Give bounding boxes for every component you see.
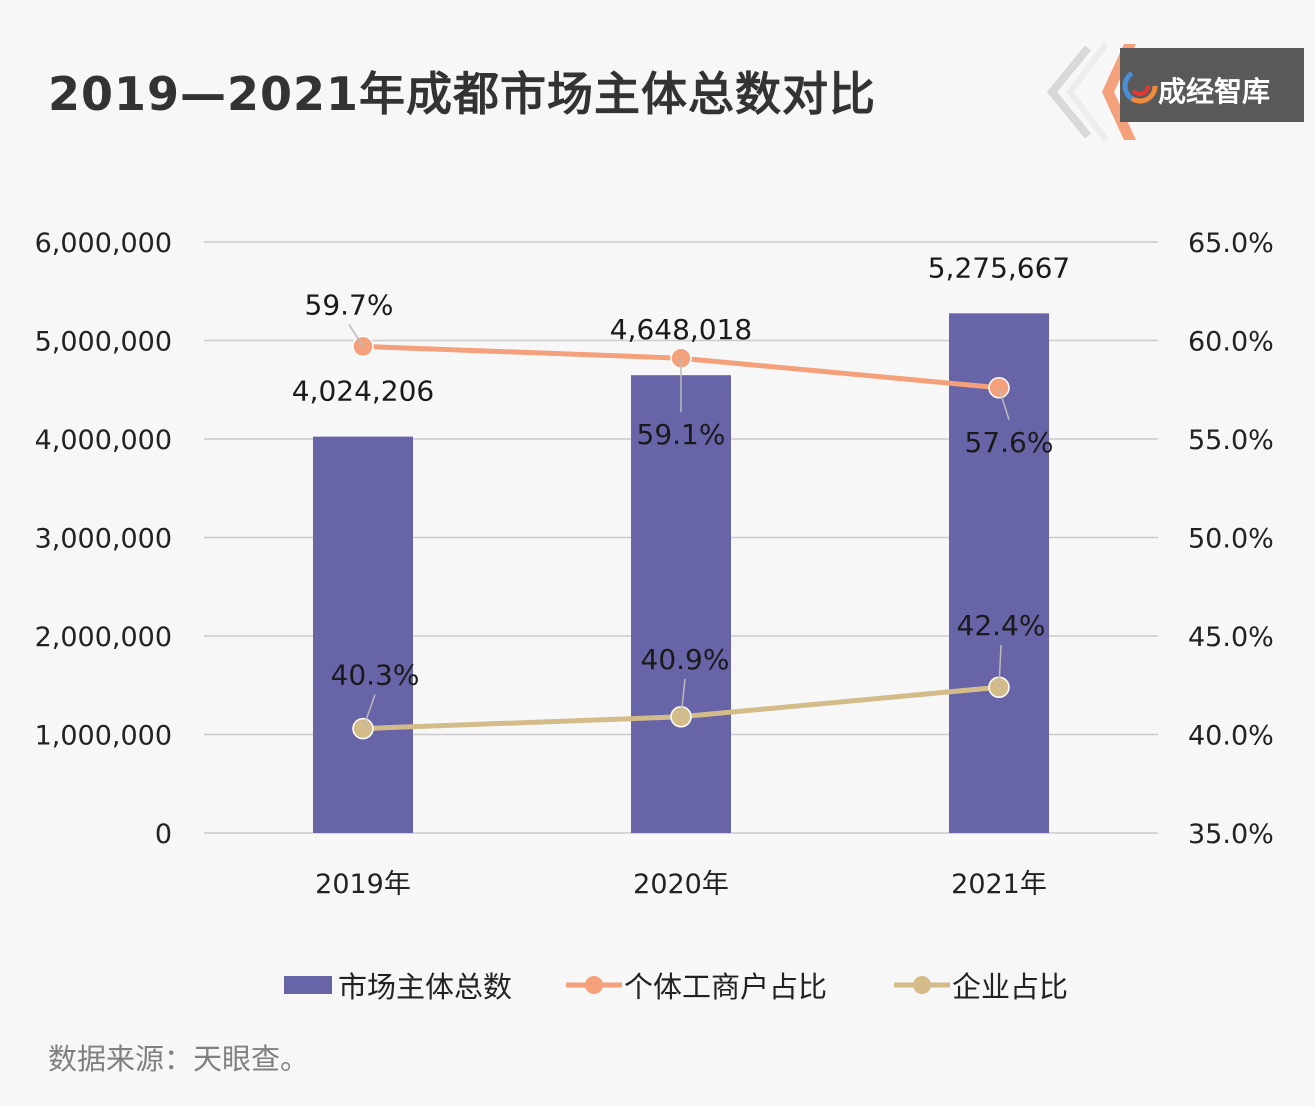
y-right-tick-label: 50.0% [1188,524,1274,555]
logo-background [1120,48,1304,122]
y-right-tick-label: 40.0% [1188,721,1274,752]
y-right-tick-label: 55.0% [1188,425,1274,456]
y-left-tick-label: 4,000,000 [35,425,172,456]
bar-value-label: 4,648,018 [610,313,753,346]
legend-item-individual: 个体工商户占比 [566,962,827,1008]
y-right-tick-label: 60.0% [1188,327,1274,358]
bar-value-label: 4,024,206 [292,375,435,408]
logo-chevrons [1046,42,1136,142]
y-right-tick-label: 65.0% [1188,228,1274,259]
brand-logo: 成经智库 [1040,30,1315,150]
leader-line [680,678,686,717]
y-left-tick-label: 3,000,000 [35,524,172,555]
logo-text: 成经智库 [1158,75,1271,108]
leader-line [998,645,1002,688]
legend-item-enterprise: 企业占比 [894,962,1068,1008]
enterprise-share-label: 40.9% [641,643,730,676]
legend-swatch-bar [284,976,332,994]
chart-title: 2019—2021年成都市场主体总数对比 [48,67,877,121]
bar-2020年 [631,375,731,833]
legend-label-total: 市场主体总数 [338,970,513,1004]
y-left-tick-label: 1,000,000 [35,721,172,752]
leader-line [362,694,376,729]
legend-label-individual: 个体工商户占比 [624,970,828,1004]
y-right-tick-label: 35.0% [1188,819,1274,850]
x-tick-label: 2021年 [951,869,1047,900]
data-source-note: 数据来源：天眼查。 [48,1042,310,1076]
legend-swatch-enterprise-line [894,976,950,994]
y-left-tick-label: 6,000,000 [35,228,172,259]
chart-area: 6,000,000 65.0% 5,000,000 60.0% 4,000,000 55.… [35,228,1274,900]
individual-share-label: 59.1% [637,418,726,451]
legend-item-total: 市场主体总数 [284,962,512,1008]
y-left-tick-label: 2,000,000 [35,622,172,653]
x-tick-label: 2019年 [315,869,411,900]
y-left-tick-label: 5,000,000 [35,327,172,358]
bar-2021年 [949,313,1049,833]
bar-value-label: 5,275,667 [928,251,1071,284]
swirl-logo-icon [1122,68,1158,104]
individual-share-label: 59.7% [305,288,394,321]
legend-swatch-individual-line [566,976,622,994]
y-right-tick-label: 45.0% [1188,622,1274,653]
enterprise-share-label: 40.3% [331,659,420,692]
bar-2019年 [313,436,413,833]
chart-legend: 市场主体总数 个体工商户占比 企业占比 [0,962,1315,1008]
enterprise-share-label: 42.4% [957,609,1046,642]
individual-share-label: 57.6% [965,426,1054,459]
x-tick-label: 2020年 [633,869,729,900]
leader-line [348,324,364,347]
legend-label-enterprise: 企业占比 [952,970,1069,1004]
leader-line [998,387,1010,421]
y-left-tick-label: 0 [155,819,172,850]
